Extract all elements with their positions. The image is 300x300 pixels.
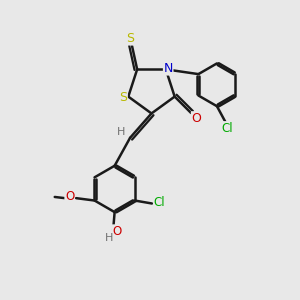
Text: Cl: Cl [154, 196, 165, 209]
Text: O: O [191, 112, 201, 125]
Text: O: O [112, 225, 121, 238]
Text: O: O [65, 190, 74, 203]
Text: H: H [116, 128, 125, 137]
Text: S: S [127, 32, 135, 45]
Text: N: N [164, 62, 173, 75]
Text: S: S [119, 91, 127, 104]
Text: Cl: Cl [221, 122, 232, 135]
Text: H: H [104, 233, 113, 243]
